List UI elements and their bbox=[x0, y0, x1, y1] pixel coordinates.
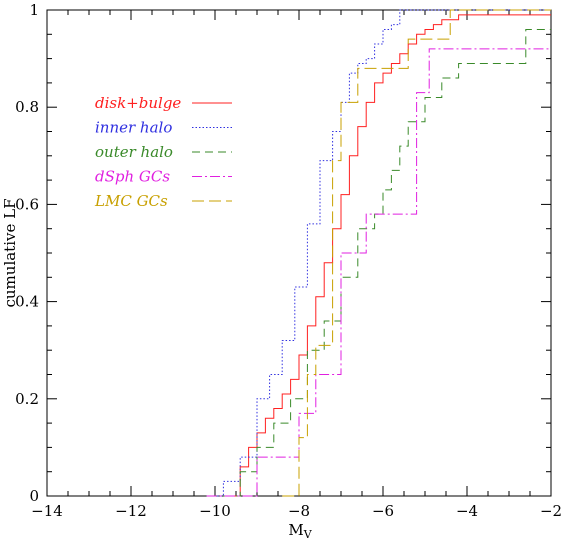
x-axis-label-main: M bbox=[288, 521, 303, 539]
x-tick-label: −8 bbox=[288, 502, 310, 520]
legend-label: LMC GCs bbox=[94, 192, 168, 210]
y-tick-label: 1 bbox=[29, 1, 39, 19]
x-tick-label: −10 bbox=[199, 502, 231, 520]
y-tick-label: 0.8 bbox=[15, 98, 39, 116]
series-line-inner-halo bbox=[206, 9, 551, 497]
x-tick-label: −6 bbox=[372, 502, 394, 520]
series-line-disk-bulge bbox=[231, 14, 551, 497]
y-tick-label: 0.4 bbox=[15, 293, 39, 311]
axis-ticks: −14 −12 −10 −8 −6 −4 −2 0 0.2 0.4 0.6 0.8 1 bbox=[15, 1, 562, 520]
y-axis-label: cumulative LF bbox=[1, 199, 19, 308]
x-tick-label: −2 bbox=[540, 502, 562, 520]
x-axis-label-subscript: V bbox=[303, 528, 313, 541]
x-tick-label: −14 bbox=[31, 502, 63, 520]
series-layer bbox=[206, 9, 551, 497]
series-line-lmc-gcs bbox=[282, 9, 551, 497]
series-line-dsph-gcs bbox=[206, 48, 551, 497]
y-tick-label: 0.6 bbox=[15, 195, 39, 213]
x-axis-label: MV bbox=[288, 521, 312, 541]
series-line-outer-halo bbox=[223, 28, 551, 497]
x-tick-label: −12 bbox=[115, 502, 147, 520]
legend-label: disk+bulge bbox=[95, 94, 181, 112]
legend-label: outer halo bbox=[95, 143, 173, 161]
y-tick-label: 0 bbox=[29, 487, 39, 505]
legend: disk+bulge inner halo outer halo dSph GCs LM… bbox=[94, 94, 232, 210]
y-tick-label: 0.2 bbox=[15, 390, 39, 408]
x-tick-label: −4 bbox=[456, 502, 478, 520]
legend-label: inner halo bbox=[95, 119, 172, 137]
legend-label: dSph GCs bbox=[95, 168, 170, 186]
